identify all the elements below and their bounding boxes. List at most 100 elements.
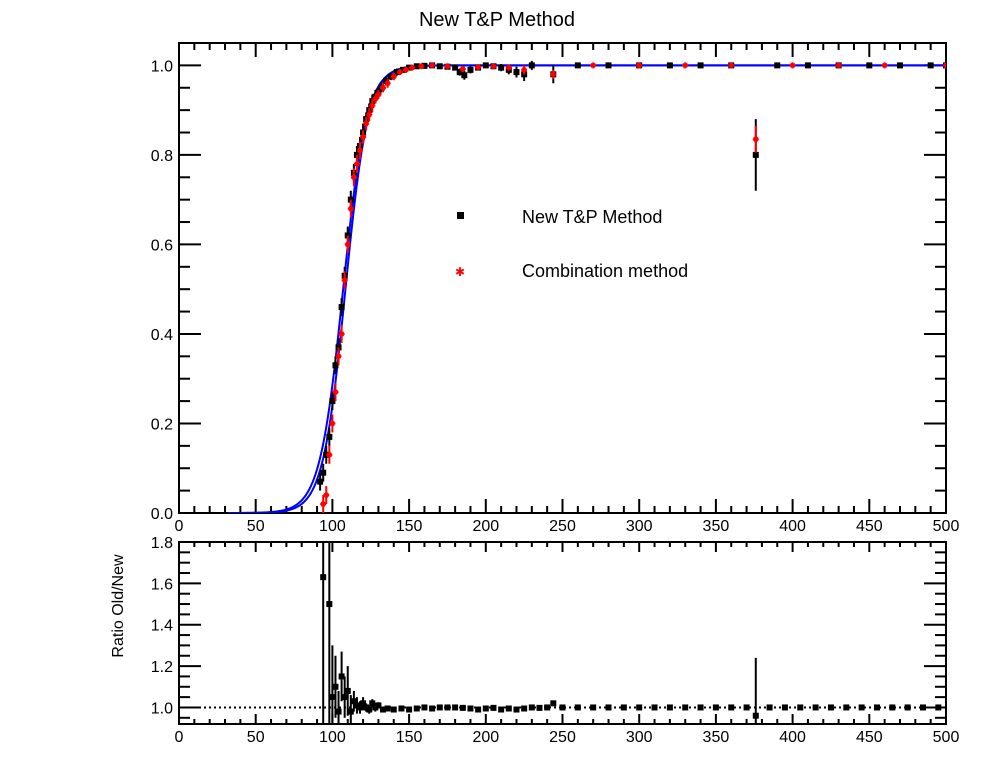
- bottom-x-tick-label: 0: [175, 729, 184, 746]
- bottom-point-new-tp: [559, 704, 566, 711]
- top-point-new-tp: [927, 62, 934, 69]
- chart-title: New T&P Method: [419, 9, 575, 31]
- top-fit-curve-0: [228, 64, 946, 513]
- bottom-x-tick-label: 350: [703, 729, 730, 746]
- top-point-new-tp: [482, 62, 489, 69]
- top-point-combination: [590, 62, 597, 69]
- bottom-point-new-tp: [338, 673, 345, 680]
- top-point-new-tp: [323, 451, 330, 458]
- top-point-combination: [403, 66, 410, 73]
- bottom-point-new-tp: [366, 706, 373, 713]
- bottom-x-tick-label: 300: [626, 729, 653, 746]
- legend: New T&P Method ✱ Combination method: [455, 207, 688, 281]
- bottom-point-new-tp: [363, 704, 370, 711]
- top-point-combination: [380, 84, 387, 91]
- top-point-combination: [943, 62, 946, 69]
- top-y-tick-label: 1.0: [151, 58, 173, 75]
- bottom-point-new-tp: [620, 704, 627, 711]
- top-point-combination: [341, 277, 348, 284]
- bottom-point-new-tp: [444, 704, 451, 711]
- top-point-combination: [369, 102, 376, 109]
- ratio-panel: 0 50 100 150 200 250 300 350 400 450 500 1.0 1.2 1.4 1…: [151, 535, 960, 746]
- top-point-new-tp: [399, 66, 406, 73]
- bottom-point-new-tp: [436, 704, 443, 711]
- top-point-new-tp: [338, 304, 345, 311]
- top-point-combination: [521, 66, 528, 73]
- bottom-x-tick-label: 400: [779, 729, 806, 746]
- bottom-y-tick-label: 1.6: [151, 576, 173, 593]
- top-y-tick-label: 0.2: [151, 416, 173, 433]
- top-y-tick-label: 0.4: [151, 327, 173, 344]
- top-point-new-tp: [326, 433, 333, 440]
- top-point-combination: [429, 62, 436, 69]
- top-point-combination: [789, 62, 796, 69]
- top-y-tick-label: 0.8: [151, 148, 173, 165]
- bottom-point-new-tp: [636, 704, 643, 711]
- bottom-point-new-tp: [590, 704, 597, 711]
- top-point-new-tp: [666, 62, 673, 69]
- top-point-new-tp: [752, 151, 759, 158]
- bottom-point-new-tp: [360, 700, 367, 707]
- bottom-point-new-tp: [858, 704, 865, 711]
- top-point-combination: [728, 62, 735, 69]
- top-point-combination: [350, 174, 357, 181]
- top-point-combination: [329, 420, 336, 427]
- bottom-x-tick-label: 150: [396, 729, 423, 746]
- top-point-combination: [347, 205, 354, 212]
- bottom-point-new-tp: [797, 704, 804, 711]
- top-point-combination: [459, 65, 466, 72]
- top-point-new-tp: [697, 62, 704, 69]
- bottom-point-new-tp: [459, 704, 466, 711]
- legend-label-combination: Combination method: [522, 261, 688, 281]
- legend-marker-combination: ✱: [455, 265, 465, 279]
- top-point-new-tp: [317, 478, 324, 485]
- bottom-point-new-tp: [320, 574, 327, 581]
- top-point-combination: [360, 134, 367, 140]
- top-y-tick-label: 0.6: [151, 237, 173, 254]
- bottom-point-new-tp: [332, 683, 339, 690]
- bottom-point-new-tp: [919, 704, 926, 711]
- top-point-new-tp: [896, 62, 903, 69]
- top-point-new-tp: [406, 64, 413, 71]
- bottom-point-new-tp: [421, 704, 428, 711]
- bottom-point-new-tp: [380, 706, 387, 713]
- top-point-combination: [490, 63, 497, 70]
- bottom-point-new-tp: [329, 694, 336, 701]
- bottom-point-new-tp: [712, 704, 719, 711]
- bottom-x-tick-label: 50: [247, 729, 265, 746]
- bottom-point-new-tp: [904, 704, 911, 711]
- top-x-tick-label: 100: [319, 518, 346, 535]
- top-x-tick-label: 400: [779, 518, 806, 535]
- top-y-tick-label: 0.0: [151, 506, 173, 523]
- bottom-y-tick-label: 1.4: [151, 618, 173, 635]
- bottom-y-tick-label: 1.0: [151, 700, 173, 717]
- bottom-point-new-tp: [550, 700, 557, 707]
- top-point-combination: [881, 62, 888, 69]
- top-point-combination: [636, 62, 643, 69]
- top-x-tick-label: 350: [703, 518, 730, 535]
- bottom-point-new-tp: [728, 704, 735, 711]
- bottom-point-new-tp: [335, 708, 342, 715]
- bottom-y-tick-label: 1.2: [151, 659, 173, 676]
- bottom-point-new-tp: [873, 704, 880, 711]
- bottom-point-new-tp: [935, 704, 942, 711]
- top-point-combination: [396, 69, 403, 76]
- top-point-new-tp: [804, 62, 811, 69]
- bottom-point-new-tp: [375, 702, 382, 709]
- top-point-new-tp: [436, 63, 443, 70]
- bottom-y-tick-label: 1.8: [151, 535, 173, 552]
- bottom-point-new-tp: [505, 705, 512, 712]
- top-x-tick-label: 50: [247, 518, 265, 535]
- bottom-point-new-tp: [398, 705, 405, 712]
- bottom-x-tick-label: 100: [319, 729, 346, 746]
- top-point-combination: [320, 501, 327, 508]
- legend-label-new-tp: New T&P Method: [522, 207, 662, 227]
- bottom-x-tick-label: 250: [549, 729, 576, 746]
- top-point-combination: [550, 71, 557, 78]
- bottom-point-new-tp: [498, 706, 505, 713]
- top-x-tick-label: 500: [933, 518, 960, 535]
- bottom-point-new-tp: [341, 694, 348, 701]
- bottom-frame: [178, 541, 947, 725]
- top-point-combination: [335, 353, 342, 360]
- top-point-new-tp: [413, 63, 420, 70]
